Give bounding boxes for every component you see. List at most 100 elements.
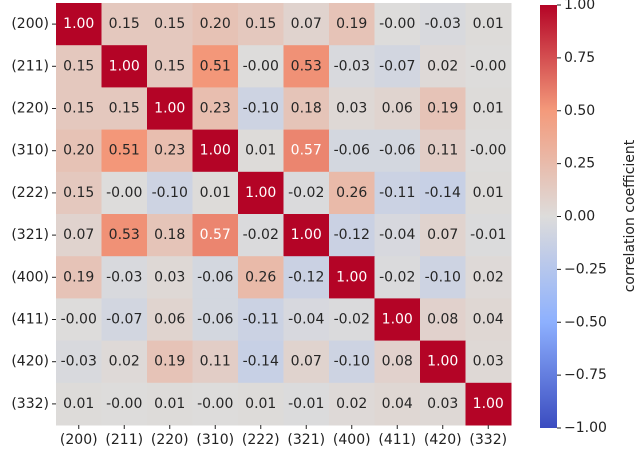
heatmap-cell (192, 129, 239, 173)
heatmap-cell (283, 256, 330, 299)
heatmap-cell (147, 45, 193, 88)
heatmap-cell (238, 256, 284, 299)
cell-label: 0.02 (427, 58, 458, 74)
heatmap-cell (374, 3, 421, 46)
heatmap-cell (283, 298, 330, 342)
heatmap-cell (329, 3, 375, 46)
cell-label: -0.02 (288, 185, 324, 201)
y-tick-label: (220) (11, 101, 49, 117)
cell-label: 0.07 (427, 227, 458, 243)
heatmap-cell (101, 298, 148, 342)
cell-label: 0.19 (336, 16, 367, 32)
heatmap-cell (420, 298, 466, 342)
heatmap-cell (374, 87, 421, 131)
heatmap-cell (192, 3, 239, 46)
heatmap-cell (101, 45, 148, 88)
cell-label: 0.07 (291, 354, 322, 370)
cell-label: 0.04 (382, 396, 413, 412)
cell-label: 1.00 (245, 185, 276, 201)
cell-label: -0.10 (152, 185, 188, 201)
heatmap-cell (101, 87, 148, 131)
heatmap-cell (56, 171, 102, 215)
cell-label: 1.00 (291, 227, 322, 243)
heatmap-cell (192, 382, 239, 426)
cell-label: 0.01 (63, 396, 94, 412)
heatmap-cell (283, 340, 330, 384)
heatmap-cell (192, 214, 239, 257)
heatmap-cell (329, 87, 375, 131)
cell-label: 0.04 (473, 312, 504, 328)
cell-label: 0.02 (336, 396, 367, 412)
cell-label: -0.00 (61, 312, 97, 328)
heatmap-cell (238, 45, 284, 88)
x-tick-label: (321) (287, 432, 325, 448)
cell-label: 0.01 (154, 396, 185, 412)
heatmap-cell (238, 382, 284, 426)
heatmap-cell (56, 298, 102, 342)
cell-label: 0.15 (63, 101, 94, 117)
cell-label: 0.08 (427, 312, 458, 328)
colorbar-label: correlation coefficient (622, 139, 638, 292)
heatmap-cell (420, 340, 466, 384)
cell-label: 0.06 (382, 101, 413, 117)
cell-label: 0.11 (427, 143, 458, 159)
heatmap-cell (56, 129, 102, 173)
cell-label: -0.00 (106, 396, 142, 412)
heatmap-cell (238, 340, 284, 384)
heatmap-cell (374, 298, 421, 342)
cell-label: 0.01 (245, 396, 276, 412)
cell-label: -0.00 (379, 16, 415, 32)
x-tick-label: (222) (242, 432, 280, 448)
colorbar (540, 5, 557, 428)
heatmap-cell (56, 382, 102, 426)
cell-label: -0.10 (425, 269, 461, 285)
heatmap-cell (374, 171, 421, 215)
cell-label: 0.15 (109, 101, 140, 117)
heatmap-cell (101, 3, 148, 46)
cell-label: -0.00 (106, 185, 142, 201)
cell-label: -0.06 (197, 312, 233, 328)
heatmap-cell (56, 340, 102, 384)
heatmap-cell (101, 256, 148, 299)
y-tick-label: (200) (11, 16, 49, 32)
cell-label: 0.03 (336, 101, 367, 117)
x-tick-label: (220) (151, 432, 189, 448)
cell-label: 0.19 (427, 101, 458, 117)
cell-label: 0.53 (109, 227, 140, 243)
heatmap-cell (147, 3, 193, 46)
heatmap-cell (192, 298, 239, 342)
cell-label: -0.10 (334, 354, 370, 370)
cell-label: 0.20 (200, 16, 231, 32)
cell-label: 0.01 (473, 101, 504, 117)
cell-label: 0.23 (200, 101, 231, 117)
colorbar-tick-label: 0.75 (564, 50, 595, 66)
cell-label: -0.06 (379, 143, 415, 159)
heatmap-cell (147, 256, 193, 299)
heatmap-cell (147, 214, 193, 257)
heatmap-cell (465, 256, 512, 299)
colorbar-tick-label: 0.00 (564, 209, 595, 225)
colorbar-tick-label: 0.50 (564, 103, 595, 119)
heatmap-cell (283, 45, 330, 88)
y-tick-label: (321) (11, 227, 49, 243)
cell-label: -0.02 (243, 227, 279, 243)
heatmap-cell (374, 129, 421, 173)
heatmap-cell (465, 171, 512, 215)
cell-label: -0.00 (197, 396, 233, 412)
cell-label: -0.03 (61, 354, 97, 370)
cell-label: 0.26 (245, 269, 276, 285)
heatmap-cell (101, 129, 148, 173)
x-tick-label: (400) (333, 432, 371, 448)
cell-label: 0.15 (154, 16, 185, 32)
heatmap-cell (465, 87, 512, 131)
heatmap-cell (101, 382, 148, 426)
cell-label: 0.11 (200, 354, 231, 370)
cell-label: 0.03 (427, 396, 458, 412)
cell-label: -0.04 (288, 312, 324, 328)
heatmap-cell (329, 171, 375, 215)
heatmap-cell (420, 382, 466, 426)
cell-label: 0.07 (63, 227, 94, 243)
heatmap-cell (283, 129, 330, 173)
cell-label: -0.06 (197, 269, 233, 285)
cell-label: -0.10 (243, 101, 279, 117)
